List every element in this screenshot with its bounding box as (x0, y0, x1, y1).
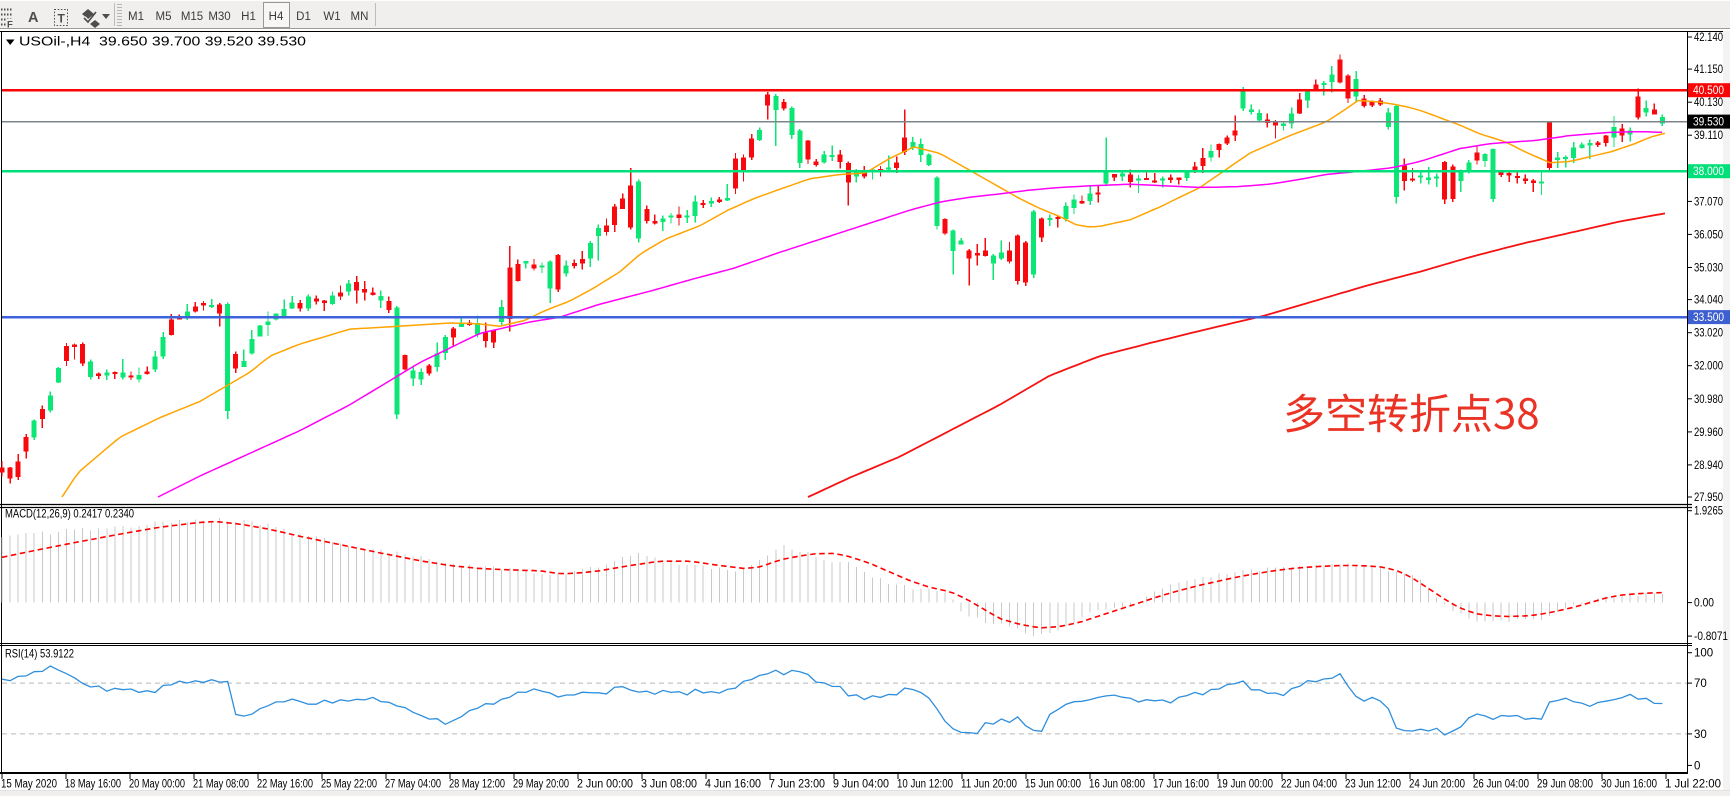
svg-text:33.500: 33.500 (1693, 312, 1724, 324)
svg-text:30.980: 30.980 (1694, 394, 1723, 406)
svg-text:27 May 04:00: 27 May 04:00 (385, 779, 441, 791)
svg-text:23 Jun 12:00: 23 Jun 12:00 (1345, 779, 1401, 791)
svg-text:W1: W1 (323, 11, 340, 23)
svg-text:39.110: 39.110 (1694, 130, 1723, 142)
svg-text:7 Jun 23:00: 7 Jun 23:00 (769, 779, 825, 791)
svg-text:27.950: 27.950 (1694, 492, 1723, 504)
svg-text:19 Jun 00:00: 19 Jun 00:00 (1217, 779, 1273, 791)
svg-text:33.020: 33.020 (1694, 328, 1723, 340)
svg-text:28.940: 28.940 (1694, 460, 1723, 472)
svg-text:15 Jun 00:00: 15 Jun 00:00 (1025, 779, 1081, 791)
svg-text:30 Jun 16:00: 30 Jun 16:00 (1601, 779, 1657, 791)
svg-text:26 Jun 04:00: 26 Jun 04:00 (1473, 779, 1529, 791)
svg-text:MN: MN (351, 11, 369, 23)
svg-text:RSI(14) 53.9122: RSI(14) 53.9122 (5, 647, 74, 661)
svg-text:70: 70 (1694, 678, 1707, 690)
svg-text:29 May 20:00: 29 May 20:00 (513, 779, 569, 791)
svg-text:38.000: 38.000 (1693, 166, 1724, 178)
svg-text:18 May 16:00: 18 May 16:00 (65, 779, 121, 791)
svg-text:40.500: 40.500 (1693, 85, 1724, 97)
svg-text:0: 0 (1694, 760, 1700, 772)
svg-text:22 Jun 04:00: 22 Jun 04:00 (1281, 779, 1337, 791)
svg-text:0.00: 0.00 (1694, 598, 1714, 610)
svg-text:USOil-,H4 39.650 39.700 39.52: USOil-,H4 39.650 39.700 39.520 39.530 (19, 35, 306, 49)
svg-text:T: T (58, 12, 66, 26)
svg-text:21 May 08:00: 21 May 08:00 (193, 779, 249, 791)
svg-text:F: F (7, 20, 13, 31)
svg-text:11 Jun 20:00: 11 Jun 20:00 (961, 779, 1017, 791)
svg-text:10 Jun 12:00: 10 Jun 12:00 (897, 779, 953, 791)
svg-text:M30: M30 (208, 11, 230, 23)
svg-text:1.9265: 1.9265 (1694, 506, 1723, 518)
svg-text:M5: M5 (156, 11, 172, 23)
svg-text:3 Jun 08:00: 3 Jun 08:00 (641, 779, 697, 791)
svg-text:1 Jul 22:00: 1 Jul 22:00 (1665, 779, 1721, 791)
svg-text:22 May 16:00: 22 May 16:00 (257, 779, 313, 791)
svg-text:40.130: 40.130 (1694, 97, 1723, 109)
svg-text:37.070: 37.070 (1694, 196, 1723, 208)
svg-text:-0.8071: -0.8071 (1694, 631, 1728, 643)
svg-text:16 Jun 08:00: 16 Jun 08:00 (1089, 779, 1145, 791)
svg-text:34.040: 34.040 (1694, 295, 1723, 307)
svg-text:2 Jun 00:00: 2 Jun 00:00 (577, 779, 633, 791)
svg-text:36.050: 36.050 (1694, 229, 1723, 241)
svg-text:9 Jun 04:00: 9 Jun 04:00 (833, 779, 889, 791)
svg-text:24 Jun 20:00: 24 Jun 20:00 (1409, 779, 1465, 791)
svg-text:MACD(12,26,9) 0.2417 0.2340: MACD(12,26,9) 0.2417 0.2340 (5, 507, 134, 521)
svg-text:28 May 12:00: 28 May 12:00 (449, 779, 505, 791)
svg-text:29 Jun 08:00: 29 Jun 08:00 (1537, 779, 1593, 791)
svg-text:D1: D1 (296, 11, 311, 23)
svg-text:100: 100 (1694, 648, 1713, 660)
svg-text:M1: M1 (128, 11, 144, 23)
svg-text:29.960: 29.960 (1694, 427, 1723, 439)
svg-text:41.150: 41.150 (1694, 64, 1723, 76)
svg-text:A: A (28, 10, 39, 26)
svg-text:4 Jun 16:00: 4 Jun 16:00 (705, 779, 761, 791)
svg-text:42.140: 42.140 (1694, 32, 1723, 44)
svg-text:39.530: 39.530 (1693, 117, 1724, 129)
svg-text:25 May 22:00: 25 May 22:00 (321, 779, 377, 791)
svg-text:17 Jun 16:00: 17 Jun 16:00 (1153, 779, 1209, 791)
svg-text:H4: H4 (269, 11, 284, 23)
svg-text:32.000: 32.000 (1694, 361, 1723, 373)
svg-text:30: 30 (1694, 729, 1707, 741)
svg-text:M15: M15 (181, 11, 203, 23)
svg-text:H1: H1 (241, 11, 256, 23)
svg-text:35.030: 35.030 (1694, 263, 1723, 275)
svg-text:20 May 00:00: 20 May 00:00 (129, 779, 185, 791)
svg-text:15 May 2020: 15 May 2020 (1, 779, 57, 791)
